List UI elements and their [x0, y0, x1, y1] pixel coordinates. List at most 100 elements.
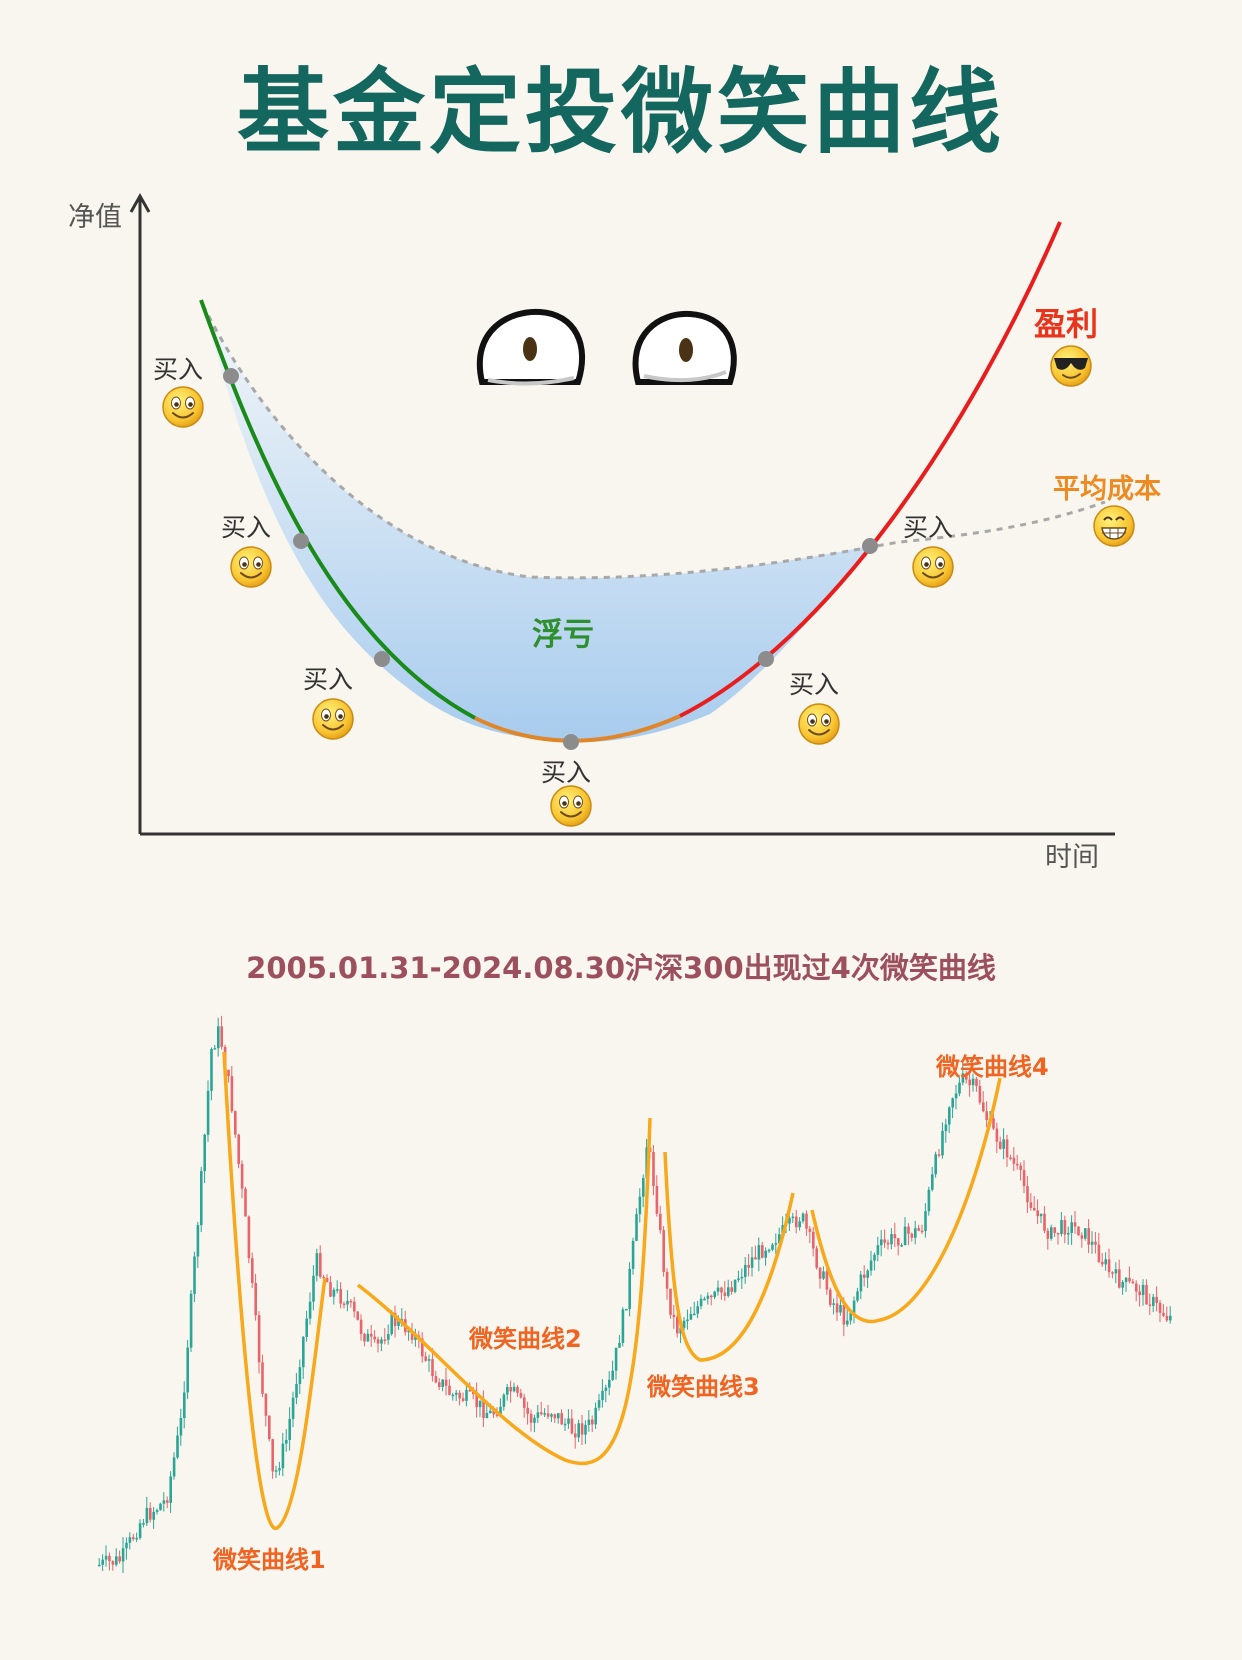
candle-body [230, 1076, 234, 1112]
candle-body [723, 1292, 727, 1296]
avg-cost-label: 平均成本 [1053, 474, 1161, 505]
buy-label: 买入 [541, 758, 591, 787]
candle-body [587, 1419, 591, 1425]
candle-body [553, 1414, 557, 1419]
candle-body [876, 1245, 880, 1255]
candle-body [805, 1213, 808, 1229]
candle-body [451, 1394, 455, 1397]
candle-body [291, 1397, 295, 1419]
candle-body [1094, 1241, 1097, 1245]
candle-body [349, 1300, 353, 1303]
candle-body [883, 1239, 886, 1243]
candle-body [223, 1046, 227, 1070]
candle-body [1084, 1228, 1087, 1239]
candle-body [567, 1418, 570, 1424]
candle-body [1101, 1261, 1104, 1265]
candle-body [376, 1339, 380, 1344]
candle-body [414, 1335, 417, 1340]
candle-body [744, 1264, 747, 1277]
candle-body [570, 1418, 574, 1434]
candle-body [455, 1392, 458, 1395]
candle-body [366, 1333, 370, 1342]
candle-body [315, 1253, 319, 1276]
candle-body [965, 1073, 968, 1080]
candle-body [669, 1288, 672, 1315]
candle-body [1005, 1139, 1009, 1158]
candle-body [747, 1264, 750, 1268]
candle-body [264, 1393, 268, 1416]
candle-body [118, 1556, 121, 1562]
candle-body [1165, 1315, 1169, 1321]
smile-emoji-icon [162, 386, 204, 428]
smile-emoji-icon [912, 546, 954, 588]
candle-body [897, 1238, 900, 1246]
candle-body [441, 1379, 444, 1387]
candle-body [665, 1271, 669, 1289]
candle-body [917, 1228, 920, 1231]
smile-label-3: 微笑曲线3 [646, 1373, 760, 1401]
candle-body [638, 1196, 642, 1215]
candle-body [601, 1390, 604, 1401]
candle-body [308, 1301, 312, 1319]
candle-body [1056, 1232, 1060, 1235]
candle-body [1118, 1269, 1121, 1288]
smile-arc-4 [810, 1077, 1002, 1324]
candle-body [482, 1400, 485, 1419]
candle-body [914, 1228, 917, 1238]
candle-body [1046, 1230, 1050, 1239]
buy-point [563, 734, 579, 750]
candle-body [716, 1287, 720, 1292]
candle-body [682, 1320, 686, 1328]
candle-body [676, 1317, 679, 1334]
candle-body [268, 1415, 271, 1440]
candle-body [478, 1400, 482, 1408]
smile-curve-diagram: 净值 时间 买入 买入 买入 买入 买入 买入 [68, 192, 1161, 873]
candle-body [200, 1171, 203, 1226]
candle-body [526, 1407, 529, 1414]
smile-emoji-icon [798, 703, 840, 745]
candle-body [434, 1376, 438, 1383]
candle-body [189, 1293, 193, 1348]
buy-point [293, 533, 309, 549]
candle-body [115, 1556, 118, 1565]
candle-body [1145, 1284, 1148, 1305]
candle-body [159, 1503, 162, 1511]
candle-body [835, 1303, 839, 1313]
candle-body [635, 1214, 638, 1241]
candle-body [295, 1383, 298, 1398]
candle-body [220, 1026, 223, 1047]
candle-body [543, 1413, 546, 1415]
candle-body [546, 1413, 550, 1417]
candle-body [247, 1216, 251, 1259]
candle-body [900, 1245, 903, 1247]
candle-body [982, 1102, 985, 1112]
candle-body [672, 1314, 676, 1318]
candle-body [679, 1327, 682, 1334]
candle-body [298, 1367, 302, 1384]
candle-body [784, 1223, 788, 1226]
smile-label-1: 微笑曲线1 [212, 1546, 326, 1574]
candle-body [1087, 1228, 1090, 1245]
candle-body [713, 1291, 716, 1298]
candle-body [132, 1537, 135, 1540]
candle-body [968, 1079, 971, 1086]
candle-body [101, 1559, 104, 1565]
candle-body [523, 1397, 526, 1408]
candle-body [312, 1275, 315, 1302]
candle-body [842, 1305, 846, 1325]
candle-body [655, 1185, 659, 1214]
candle-body [774, 1243, 778, 1245]
candle-body [261, 1362, 264, 1394]
candle-body [387, 1334, 390, 1340]
candle-body [1162, 1312, 1165, 1316]
candle-body [907, 1226, 910, 1234]
candle-body [468, 1389, 472, 1392]
candle-body [829, 1289, 832, 1305]
candle-body [172, 1457, 176, 1477]
candle-body [944, 1124, 948, 1131]
candle-body [577, 1423, 580, 1438]
candle-body [502, 1394, 506, 1407]
candle-body [591, 1419, 594, 1425]
candle-body [608, 1379, 611, 1388]
candle-body [196, 1225, 200, 1257]
